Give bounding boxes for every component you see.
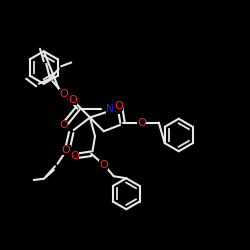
Text: O: O: [60, 89, 68, 99]
Text: NH: NH: [106, 104, 122, 114]
Text: O: O: [137, 118, 145, 128]
Text: O: O: [100, 160, 108, 170]
Text: O: O: [62, 145, 71, 155]
Text: O: O: [60, 120, 68, 130]
Text: O: O: [68, 95, 77, 105]
Text: O: O: [114, 101, 123, 111]
Text: O: O: [71, 151, 80, 161]
